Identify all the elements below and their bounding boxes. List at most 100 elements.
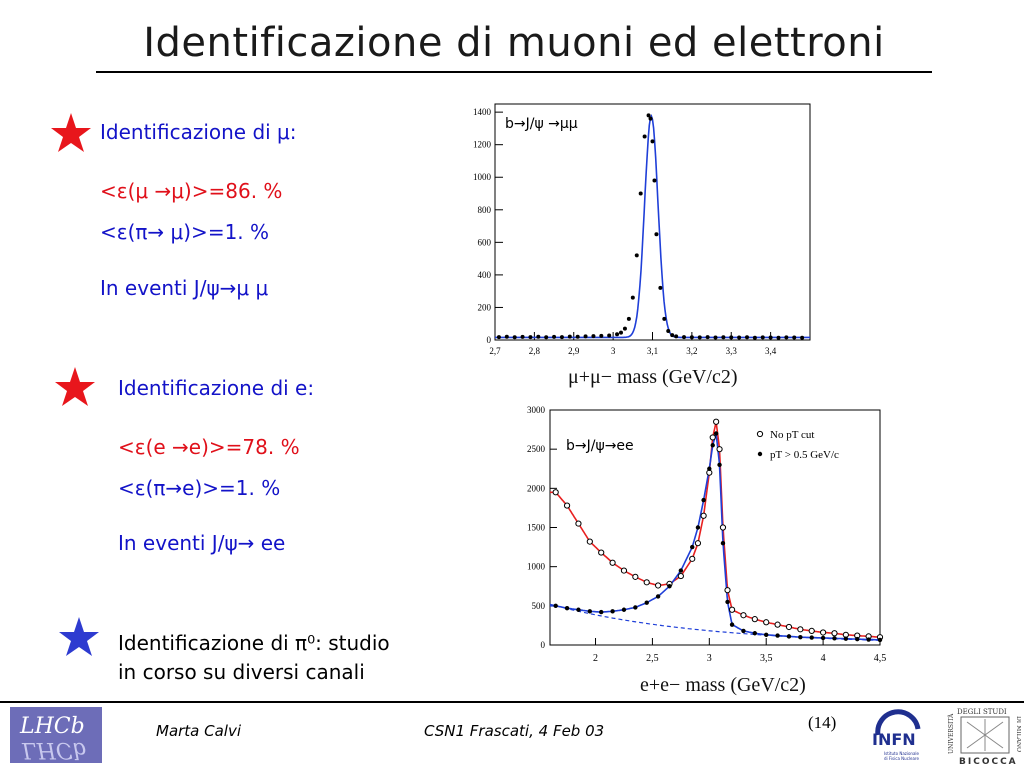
data-point-nocut <box>820 629 827 636</box>
y-tick-label: 400 <box>478 270 492 280</box>
y-tick-label: 1200 <box>473 140 492 150</box>
data-point <box>646 113 651 118</box>
x-tick-label: 2,8 <box>529 346 541 356</box>
data-point-ptcut <box>667 584 672 589</box>
data-point-nocut <box>575 520 582 527</box>
data-point-ptcut <box>741 628 746 634</box>
data-point <box>697 335 702 340</box>
data-point-nocut <box>563 502 571 509</box>
legend-marker-ptcut <box>757 451 763 457</box>
plot-title: b→J/ψ→ee <box>566 438 634 454</box>
data-point <box>648 116 653 121</box>
data-point-ptcut <box>655 594 661 599</box>
muon-efficiency: <ε(μ →μ)>=86. % <box>100 179 283 203</box>
data-point-nocut <box>552 489 559 496</box>
y-tick-label: 2000 <box>527 483 546 493</box>
data-point <box>583 334 588 339</box>
data-point-nocut <box>719 524 727 531</box>
y-tick-label: 200 <box>478 302 492 312</box>
data-point <box>599 333 604 338</box>
data-point <box>745 335 749 340</box>
y-tick-label: 1400 <box>473 107 492 117</box>
data-point-nocut <box>716 446 723 453</box>
data-point-nocut <box>713 418 720 425</box>
data-point <box>622 326 627 331</box>
data-point-ptcut <box>587 609 593 614</box>
background-curve <box>549 603 881 641</box>
data-point <box>658 285 663 290</box>
data-point-nocut <box>694 540 702 547</box>
data-point-ptcut <box>809 635 814 640</box>
data-point <box>638 191 643 196</box>
data-point <box>737 335 742 340</box>
data-point-nocut <box>763 619 770 626</box>
data-point <box>544 335 549 340</box>
data-point <box>674 334 679 339</box>
y-tick-label: 600 <box>478 237 492 247</box>
electron-events-label: In eventi J/ψ→ ee <box>118 531 286 555</box>
data-point-nocut <box>689 555 696 562</box>
data-point-ptcut <box>713 431 719 436</box>
dimuon-xlabel: μ+μ− mass (GeV/c2) <box>568 366 738 388</box>
footer-event: CSN1 Frascati, 4 Feb 03 <box>424 722 605 740</box>
data-point-ptcut <box>866 637 871 642</box>
data-point <box>567 334 572 339</box>
dielectron-mass-plot: 0 500 1000 1500 2000 2500 3000 2 2,5 3 3,5 4 4,5 b→J/… <box>527 405 886 664</box>
data-point <box>626 316 631 321</box>
data-point-nocut <box>609 559 616 566</box>
data-point <box>768 335 773 340</box>
slide-title: Identificazione di muoni ed elettroni <box>143 20 885 66</box>
data-point-ptcut <box>717 462 722 468</box>
data-point-ptcut <box>644 600 649 605</box>
y-tick-label: 0 <box>487 335 492 345</box>
legend-label-ptcut: pT > 0.5 GeV/c <box>770 449 839 461</box>
data-point <box>512 335 517 340</box>
data-point <box>662 316 667 321</box>
data-point-nocut <box>740 612 747 619</box>
data-point-ptcut <box>610 609 615 614</box>
svg-text:BICOCCA: BICOCCA <box>959 757 1018 766</box>
bicocca-logo: DEGLI STUDI UNIVERSITÀ DI MILANO BICOCCA <box>947 704 1022 767</box>
dielectron-xlabel: e+e− mass (GeV/c2) <box>640 674 806 696</box>
y-tick-label: 1000 <box>527 562 546 572</box>
data-point-ptcut <box>725 599 730 605</box>
y-tick-label: 2500 <box>527 444 546 454</box>
data-point-nocut <box>831 630 838 637</box>
x-tick-label: 2,9 <box>568 346 580 356</box>
data-point-ptcut <box>775 633 780 638</box>
svg-text:DI MILANO: DI MILANO <box>1015 716 1021 752</box>
data-point <box>634 253 639 258</box>
data-point-nocut <box>655 582 662 589</box>
data-point-ptcut <box>678 568 684 573</box>
data-point <box>504 334 509 339</box>
x-tick-label: 2,7 <box>489 346 501 356</box>
data-point <box>800 335 805 340</box>
footer-rule <box>0 701 1024 703</box>
data-point-nocut <box>586 538 593 545</box>
x-tick-label: 3,5 <box>760 653 773 664</box>
data-point-nocut <box>751 616 758 623</box>
svg-text:UNIVERSITÀ: UNIVERSITÀ <box>948 713 955 754</box>
data-point <box>721 335 726 340</box>
data-point-ptcut <box>843 636 849 641</box>
y-tick-label: 1500 <box>527 523 546 533</box>
data-point <box>536 334 541 339</box>
data-point <box>615 332 620 337</box>
data-point-nocut <box>797 626 804 633</box>
legend-marker-nocut <box>756 430 764 438</box>
data-point-ptcut <box>820 635 826 641</box>
data-point <box>670 333 675 338</box>
data-point <box>705 335 710 340</box>
svg-text:di Fisica Nucleare: di Fisica Nucleare <box>884 756 919 761</box>
data-point-nocut <box>620 567 628 574</box>
x-tick-label: 3,3 <box>726 346 738 356</box>
data-point <box>630 295 635 300</box>
data-point <box>528 335 533 340</box>
data-point <box>619 330 623 335</box>
red-star-icon <box>55 367 95 406</box>
data-point-ptcut <box>798 634 803 640</box>
data-point <box>752 335 757 340</box>
y-tick-label: 500 <box>532 601 546 611</box>
data-point-nocut <box>774 621 781 628</box>
y-tick-label: 3000 <box>527 405 546 415</box>
